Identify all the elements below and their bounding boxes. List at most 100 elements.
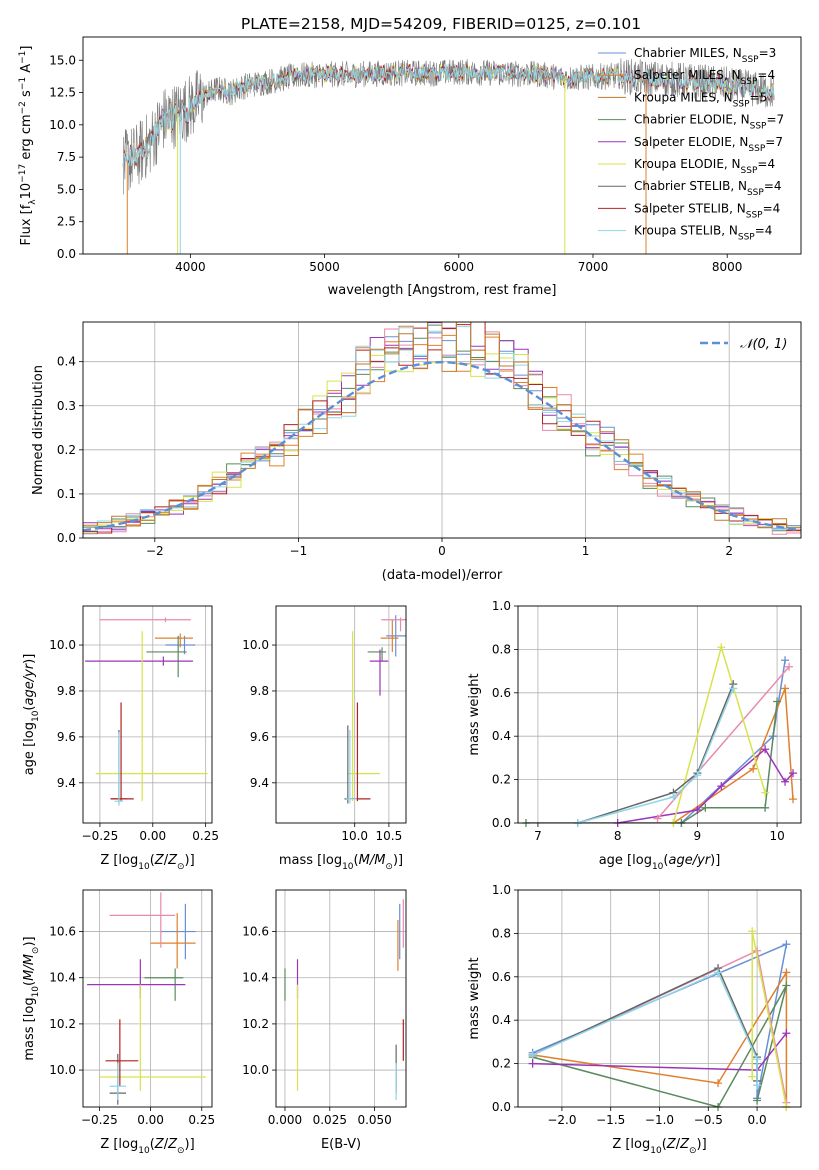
- y-tick-label: 0.6: [492, 970, 511, 984]
- weight-marker: [693, 771, 702, 780]
- weight-marker: [749, 764, 758, 773]
- x-tick-label: −2.0: [547, 1113, 576, 1127]
- y-tick-label: 1.0: [492, 599, 511, 613]
- y-tick-label: 0.4: [492, 729, 511, 743]
- y-tick-label: 0.2: [492, 1057, 511, 1071]
- weight-line: [532, 971, 758, 1086]
- x-tick-label: 7000: [578, 260, 609, 274]
- y-tick-label: 10.0: [242, 638, 269, 652]
- mass-vs-extinction-panel: 0.000 0.025 0.050 10.0 10.2 10.4 10.6 E(B-V): [242, 889, 407, 1152]
- y-tick-label: 9.8: [57, 684, 76, 698]
- legend-entry: Kroupa MILES, NSSP=5: [634, 90, 767, 109]
- x-tick-label: −1: [290, 544, 308, 558]
- x-tick-label: −0.5: [694, 1113, 723, 1127]
- legend-entry: Chabrier ELODIE, NSSP=7: [634, 113, 784, 132]
- x-axis-label: mass [log10(M/M⊙)]: [279, 853, 403, 872]
- y-tick-label: 9.4: [57, 776, 76, 790]
- weight-marker: [748, 927, 757, 936]
- y-tick-label: 15.0: [49, 53, 76, 67]
- x-tick-label: −0.25: [82, 829, 119, 843]
- x-axis-label: Z [log10(Z/Z⊙)]: [100, 853, 194, 872]
- weight-marker: [528, 1050, 537, 1059]
- x-tick-label: 0.050: [357, 1113, 391, 1127]
- x-axis-label: Z [log10(Z/Z⊙)]: [100, 1137, 194, 1156]
- legend-entry: Salpeter STELIB, NSSP=4: [634, 201, 780, 220]
- y-tick-label: 0.0: [57, 531, 76, 545]
- weight-line: [656, 666, 790, 820]
- spectrum-panel: 4000 5000 6000 7000 8000 0.0 2.5 5.0 7.5 10.0 12.5…: [18, 36, 802, 298]
- weight-vs-metallicity-panel: −2.0 −1.5 −1.0 −0.5 0.0 0.0 0.2 0.4 0.6 0.8 1.0 Z […: [467, 883, 802, 1156]
- x-tick-label: 0.00: [137, 1113, 164, 1127]
- y-axis-label: Normed distribution: [31, 365, 46, 495]
- x-tick-label: 0.00: [139, 829, 166, 843]
- legend-entry: Chabrier MILES, NSSP=3: [634, 46, 776, 65]
- x-tick-label: 6000: [444, 260, 475, 274]
- y-axis-label: mass [log10(M/M⊙)]: [22, 936, 41, 1060]
- weight-marker: [748, 1072, 757, 1081]
- y-tick-label: 0.0: [492, 1100, 511, 1114]
- axes-frame: [82, 889, 213, 1108]
- axes-frame: [82, 321, 802, 539]
- y-tick-label: 2.5: [57, 215, 76, 229]
- weight-marker: [729, 684, 738, 693]
- weight-marker: [785, 662, 794, 671]
- legend-entry: Chabrier STELIB, NSSP=4: [634, 179, 782, 198]
- weight-marker: [789, 769, 798, 778]
- y-tick-label: 7.5: [57, 150, 76, 164]
- weight-marker: [717, 782, 726, 791]
- x-tick-label: 10.5: [376, 829, 403, 843]
- weight-marker: [781, 777, 790, 786]
- x-tick-label: −1.5: [596, 1113, 625, 1127]
- y-tick-label: 0.4: [492, 1013, 511, 1027]
- weight-marker: [653, 814, 662, 823]
- mass-vs-metallicity-panel: −0.25 0.00 0.25 10.0 10.2 10.4 10.6 Z [log10(Z/…: [22, 889, 215, 1156]
- y-tick-label: 10.4: [242, 971, 269, 985]
- weight-line: [673, 688, 794, 823]
- y-tick-label: 10.0: [49, 1063, 76, 1077]
- y-tick-label: 0.3: [57, 399, 76, 413]
- axes-frame: [517, 605, 802, 824]
- x-tick-label: 10.0: [341, 829, 368, 843]
- x-tick-label: −2: [146, 544, 164, 558]
- weight-line: [526, 701, 778, 823]
- legend-entry: Salpeter MILES, NSSP=4: [634, 68, 775, 87]
- x-axis-label: age [log10(age/yr)]: [599, 853, 721, 872]
- weight-marker: [714, 968, 723, 977]
- y-tick-label: 0.8: [492, 926, 511, 940]
- weight-marker: [761, 803, 770, 812]
- model-spectrum-line: [122, 64, 775, 168]
- x-axis-label: E(B-V): [321, 1137, 361, 1152]
- legend-entry: Kroupa STELIB, NSSP=4: [634, 224, 772, 243]
- x-tick-label: 8: [614, 829, 622, 843]
- y-tick-label: 9.6: [250, 730, 269, 744]
- y-tick-label: 10.6: [242, 925, 269, 939]
- y-tick-label: 9.8: [250, 684, 269, 698]
- legend-entry: Kroupa ELODIE, NSSP=4: [634, 157, 775, 176]
- x-tick-label: 4000: [175, 260, 206, 274]
- x-tick-label: 8000: [712, 260, 743, 274]
- weight-marker: [782, 940, 791, 949]
- weight-marker: [782, 981, 791, 990]
- weight-marker: [753, 1096, 762, 1105]
- x-tick-label: 0.25: [192, 829, 219, 843]
- x-tick-label: 9: [694, 829, 702, 843]
- figure-title: PLATE=2158, MJD=54209, FIBERID=0125, z=0…: [241, 15, 641, 33]
- y-tick-label: 0.6: [492, 686, 511, 700]
- y-tick-label: 10.2: [242, 1017, 269, 1031]
- x-tick-label: 0.025: [313, 1113, 347, 1127]
- x-tick-label: 7: [534, 829, 542, 843]
- weight-vs-age-panel: 7 8 9 10 0.0 0.2 0.4 0.6 0.8 1.0 age [log10(age/yr…: [467, 599, 802, 872]
- axes-frame: [82, 605, 213, 824]
- normal-curve: [82, 360, 802, 532]
- y-tick-label: 10.4: [49, 971, 76, 985]
- weight-line: [672, 644, 766, 823]
- x-tick-label: 10: [769, 829, 784, 843]
- y-axis-label: mass weight: [467, 957, 482, 1039]
- x-tick-label: 0.000: [268, 1113, 302, 1127]
- residual-histogram: [83, 322, 801, 529]
- y-tick-label: 10.0: [242, 1063, 269, 1077]
- weight-marker: [693, 805, 702, 814]
- weight-marker: [753, 1055, 762, 1064]
- weight-line: [617, 748, 794, 823]
- axes-frame: [82, 36, 802, 255]
